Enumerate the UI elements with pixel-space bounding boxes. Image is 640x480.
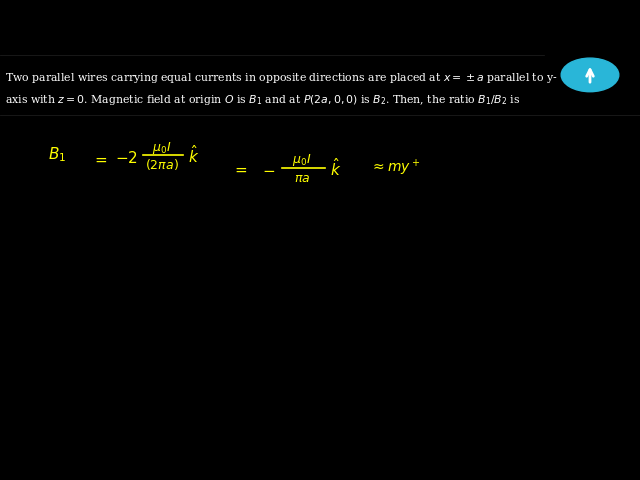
Text: $\mu_0 I$: $\mu_0 I$ (292, 152, 312, 168)
Text: $\hat{k}$: $\hat{k}$ (330, 157, 341, 179)
Text: $\mu_0 I$: $\mu_0 I$ (152, 140, 172, 156)
Text: $(2\pi a)$: $(2\pi a)$ (145, 157, 179, 172)
Text: Two parallel wires carrying equal currents in opposite directions are placed at : Two parallel wires carrying equal curren… (5, 71, 557, 85)
Text: $\hat{k}$: $\hat{k}$ (188, 144, 199, 166)
Text: $-2$: $-2$ (115, 150, 138, 166)
Text: $B_1$: $B_1$ (48, 145, 66, 164)
Text: $\pi a$: $\pi a$ (294, 171, 310, 184)
Text: axis with $z = 0$. Magnetic field at origin $O$ is $B_1$ and at $P(2a, 0, 0)$ is: axis with $z = 0$. Magnetic field at ori… (5, 93, 520, 107)
Text: $-$: $-$ (262, 163, 275, 177)
Circle shape (561, 58, 619, 92)
Text: $=$: $=$ (92, 153, 108, 167)
Text: $\approx my^+$: $\approx my^+$ (370, 158, 420, 178)
Text: toppr: toppr (575, 96, 605, 106)
Text: $=$: $=$ (232, 163, 248, 177)
